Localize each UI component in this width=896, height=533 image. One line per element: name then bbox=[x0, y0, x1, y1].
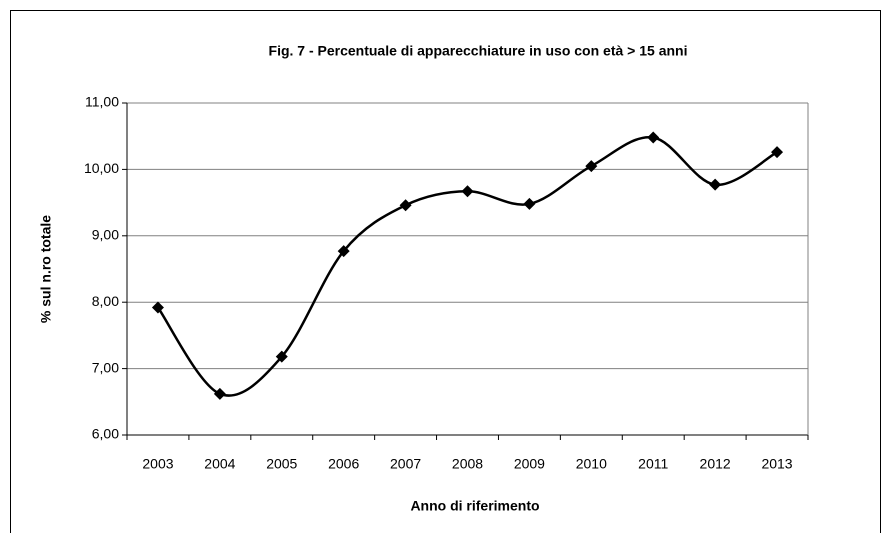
marker bbox=[585, 160, 598, 173]
y-axis-title: % sul n.ro totale bbox=[38, 215, 54, 323]
marker bbox=[461, 185, 474, 198]
y-tick-label: 10,00 bbox=[84, 160, 119, 176]
x-tick-label: 2010 bbox=[576, 456, 607, 472]
y-tick-label: 6,00 bbox=[92, 426, 119, 442]
x-tick-label: 2005 bbox=[266, 456, 297, 472]
x-axis-title: Anno di riferimento bbox=[410, 498, 539, 514]
chart-title: Fig. 7 - Percentuale di apparecchiature … bbox=[269, 43, 688, 59]
marker bbox=[523, 197, 536, 210]
line bbox=[156, 136, 778, 397]
x-tick-label: 2009 bbox=[514, 456, 545, 472]
marker bbox=[213, 387, 226, 400]
x-tick-label: 2011 bbox=[638, 456, 668, 472]
x-tick-label: 2008 bbox=[452, 456, 483, 472]
y-tick-label: 11,00 bbox=[85, 94, 119, 110]
marker bbox=[399, 199, 412, 212]
x-tick-label: 2006 bbox=[328, 456, 359, 472]
y-tick-label: 7,00 bbox=[92, 359, 119, 375]
marker bbox=[709, 178, 722, 191]
chart-frame bbox=[10, 10, 881, 533]
x-tick-label: 2012 bbox=[700, 456, 731, 472]
marker bbox=[337, 245, 350, 258]
marker bbox=[771, 146, 784, 159]
y-tick-label: 9,00 bbox=[92, 227, 119, 243]
x-tick-label: 2004 bbox=[204, 456, 235, 472]
x-tick-label: 2007 bbox=[390, 456, 421, 472]
x-tick-label: 2003 bbox=[142, 456, 173, 472]
x-tick-label: 2013 bbox=[761, 456, 792, 472]
marker bbox=[151, 301, 164, 314]
marker bbox=[275, 350, 288, 363]
y-tick-label: 8,00 bbox=[92, 293, 119, 309]
marker bbox=[647, 131, 660, 144]
